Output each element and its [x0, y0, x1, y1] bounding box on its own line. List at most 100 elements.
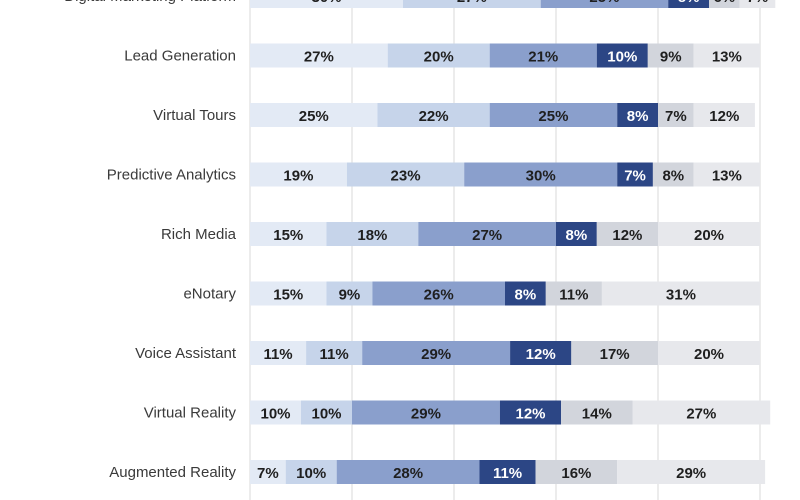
- data-label: 8%: [515, 287, 537, 304]
- data-label: 7%: [665, 108, 687, 125]
- bar-segment: [617, 460, 766, 484]
- category-label: Rich Media: [161, 226, 237, 243]
- category-label: Virtual Tours: [153, 107, 236, 124]
- bar-segment: [499, 400, 562, 425]
- data-label: 13%: [712, 49, 742, 66]
- data-label: 28%: [393, 465, 423, 482]
- bar-segment: [739, 0, 776, 8]
- bar-segment: [617, 103, 658, 127]
- bar-segment: [464, 162, 618, 187]
- bar-segment: [535, 460, 618, 484]
- bar-segment: [336, 460, 480, 484]
- bar-segment: [418, 222, 556, 246]
- bar-segment: [250, 222, 327, 246]
- data-label: 11%: [559, 287, 588, 304]
- bar-segment: [489, 43, 597, 68]
- data-label: 27%: [304, 49, 334, 66]
- bar-segment: [668, 0, 709, 8]
- data-label: 13%: [712, 168, 742, 185]
- bar-segment: [250, 43, 388, 68]
- data-label: 20%: [424, 49, 454, 66]
- data-label: 20%: [694, 227, 724, 244]
- bar-segment: [352, 400, 500, 425]
- data-label: 20%: [694, 346, 724, 363]
- bar-segment: [250, 281, 327, 306]
- bar-segment: [250, 162, 347, 187]
- bar-segment: [250, 341, 307, 365]
- category-label: Predictive Analytics: [107, 167, 236, 184]
- category-label: eNotary: [183, 286, 236, 303]
- bar-segment: [326, 281, 373, 306]
- bar-segment: [632, 400, 771, 425]
- bar-segment: [387, 43, 490, 68]
- data-label: 12%: [526, 346, 556, 363]
- data-label: 21%: [528, 49, 558, 66]
- data-label: 22%: [419, 108, 449, 125]
- data-label: 15%: [273, 227, 303, 244]
- data-label: 29%: [676, 465, 706, 482]
- data-label: 25%: [589, 0, 619, 6]
- bar-segment: [301, 400, 352, 425]
- data-label: 31%: [666, 287, 696, 304]
- bar-segment: [693, 162, 760, 187]
- data-label: 7%: [624, 168, 646, 185]
- data-label: 23%: [391, 168, 421, 185]
- data-label: 19%: [283, 168, 313, 185]
- bar-segment: [250, 460, 286, 484]
- bar-segment: [510, 341, 572, 365]
- bar-segment: [306, 341, 363, 365]
- bar-segment: [571, 341, 658, 365]
- bar-segment: [250, 0, 403, 8]
- data-label: 8%: [627, 108, 649, 125]
- bar-segment: [617, 162, 653, 187]
- bar-segment: [505, 281, 546, 306]
- category-label: Digital Marketing Platform: [64, 0, 236, 5]
- data-label: 15%: [273, 287, 303, 304]
- bar-segment: [372, 281, 505, 306]
- data-label: 29%: [411, 406, 441, 423]
- data-label: 9%: [660, 49, 682, 66]
- data-label: 10%: [607, 49, 637, 66]
- bar-segment: [250, 400, 301, 425]
- bar-segment: [601, 281, 760, 306]
- data-label: 7%: [257, 465, 279, 482]
- data-label: 25%: [299, 108, 329, 125]
- data-label: 12%: [612, 227, 642, 244]
- data-label: 17%: [600, 346, 630, 363]
- data-label: 29%: [421, 346, 451, 363]
- bar-segment: [326, 222, 419, 246]
- data-label: 27%: [686, 406, 716, 423]
- bar-segment: [561, 400, 633, 425]
- bar-segment: [652, 162, 694, 187]
- data-label: 10%: [260, 406, 290, 423]
- data-label: 27%: [472, 227, 502, 244]
- bar-segment: [250, 103, 378, 127]
- bar-segment: [540, 0, 669, 8]
- data-label: 8%: [678, 0, 700, 6]
- data-label: 12%: [515, 406, 545, 423]
- bar-segment: [647, 43, 694, 68]
- data-label: 9%: [339, 287, 361, 304]
- bar-segment: [479, 460, 536, 484]
- data-label: 14%: [582, 406, 612, 423]
- bar-segment: [709, 0, 740, 8]
- data-label: 25%: [538, 108, 568, 125]
- data-label: 6%: [713, 0, 735, 6]
- bar-segment: [658, 341, 760, 365]
- data-label: 11%: [320, 346, 349, 363]
- data-label: 10%: [296, 465, 326, 482]
- bar-segment: [545, 281, 602, 306]
- category-label: Virtual Reality: [144, 405, 237, 422]
- data-label: 30%: [526, 168, 556, 185]
- bar-segment: [556, 222, 597, 246]
- bar-segment: [658, 222, 760, 246]
- bar-segment: [658, 103, 694, 127]
- data-label: 30%: [311, 0, 341, 6]
- bar-segment: [489, 103, 618, 127]
- data-label: 18%: [357, 227, 387, 244]
- data-label: 10%: [311, 406, 341, 423]
- bar-segment: [693, 43, 760, 68]
- data-label: 26%: [424, 287, 454, 304]
